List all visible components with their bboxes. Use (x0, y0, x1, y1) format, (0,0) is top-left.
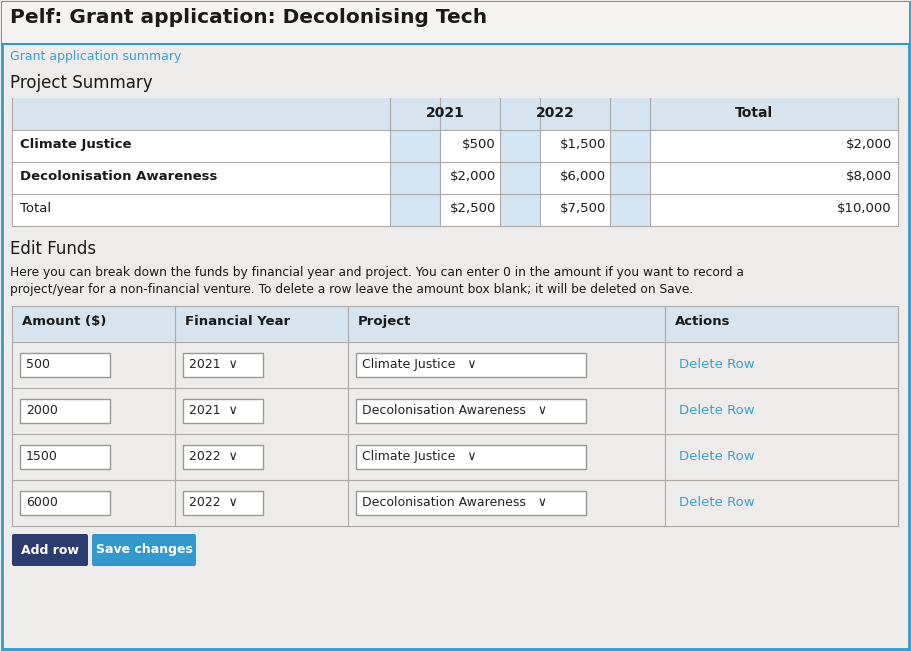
Text: Delete Row: Delete Row (679, 404, 754, 417)
Text: $2,000: $2,000 (450, 170, 496, 183)
Bar (610, 194, 650, 226)
Text: 2022  ∨: 2022 ∨ (189, 496, 238, 509)
Text: 6000: 6000 (26, 496, 58, 509)
Bar (183, 353, 263, 377)
Text: project/year for a non-financial venture. To delete a row leave the amount box b: project/year for a non-financial venture… (10, 283, 693, 296)
Bar (390, 162, 440, 194)
Bar (20, 445, 110, 469)
Text: $6,000: $6,000 (560, 170, 606, 183)
Bar (183, 399, 263, 423)
Text: $8,000: $8,000 (846, 170, 892, 183)
Text: Amount ($): Amount ($) (22, 315, 107, 328)
Text: Climate Justice   ∨: Climate Justice ∨ (362, 450, 476, 463)
Text: Delete Row: Delete Row (679, 497, 754, 510)
Text: Total: Total (20, 202, 51, 215)
Bar (390, 194, 440, 226)
Bar (390, 130, 440, 162)
Bar (12, 98, 898, 130)
Bar (500, 130, 540, 162)
Text: 500: 500 (26, 358, 50, 371)
Text: 2021  ∨: 2021 ∨ (189, 358, 238, 371)
Bar (12, 480, 898, 526)
Bar (12, 388, 898, 434)
Text: 2022  ∨: 2022 ∨ (189, 450, 238, 463)
Bar (20, 491, 110, 515)
Bar (12, 162, 898, 194)
Text: Save changes: Save changes (96, 544, 192, 557)
Bar (610, 162, 650, 194)
Bar (356, 445, 586, 469)
Text: 2000: 2000 (26, 404, 58, 417)
Text: Grant application summary: Grant application summary (10, 50, 181, 63)
Text: Delete Row: Delete Row (679, 359, 754, 372)
Bar (12, 342, 898, 388)
FancyBboxPatch shape (12, 534, 88, 566)
Bar (183, 445, 263, 469)
Text: Edit Funds: Edit Funds (10, 240, 97, 258)
Text: Decolonisation Awareness: Decolonisation Awareness (20, 170, 218, 183)
Text: $2,500: $2,500 (450, 202, 496, 215)
Text: 2021: 2021 (425, 106, 465, 120)
Bar (500, 162, 540, 194)
Text: 2021  ∨: 2021 ∨ (189, 404, 238, 417)
Text: Pelf: Grant application: Decolonising Tech: Pelf: Grant application: Decolonising Te… (10, 8, 487, 27)
Text: Add row: Add row (21, 544, 79, 557)
Text: Climate Justice   ∨: Climate Justice ∨ (362, 358, 476, 371)
Text: $2,000: $2,000 (845, 138, 892, 151)
Bar (610, 130, 650, 162)
Text: Project Summary: Project Summary (10, 74, 153, 92)
Bar (183, 491, 263, 515)
Bar (356, 353, 586, 377)
Text: Decolonisation Awareness   ∨: Decolonisation Awareness ∨ (362, 496, 547, 509)
Text: Actions: Actions (675, 315, 731, 328)
Text: $7,500: $7,500 (559, 202, 606, 215)
Bar (2, 2, 909, 44)
Bar (20, 353, 110, 377)
Bar (12, 434, 898, 480)
Bar (12, 306, 898, 342)
Text: $1,500: $1,500 (559, 138, 606, 151)
Text: Financial Year: Financial Year (185, 315, 290, 328)
Text: Climate Justice: Climate Justice (20, 138, 131, 151)
Text: Delete Row: Delete Row (679, 450, 754, 464)
Text: $500: $500 (462, 138, 496, 151)
Bar (500, 194, 540, 226)
Text: Decolonisation Awareness   ∨: Decolonisation Awareness ∨ (362, 404, 547, 417)
Text: Total: Total (735, 106, 773, 120)
Bar (356, 399, 586, 423)
FancyBboxPatch shape (92, 534, 196, 566)
Bar (12, 194, 898, 226)
Text: $10,000: $10,000 (837, 202, 892, 215)
Text: Project: Project (358, 315, 412, 328)
Bar (20, 399, 110, 423)
Bar (356, 491, 586, 515)
Text: 1500: 1500 (26, 450, 58, 463)
Bar (12, 130, 898, 162)
Text: Here you can break down the funds by financial year and project. You can enter 0: Here you can break down the funds by fin… (10, 266, 744, 279)
Text: 2022: 2022 (536, 106, 575, 120)
